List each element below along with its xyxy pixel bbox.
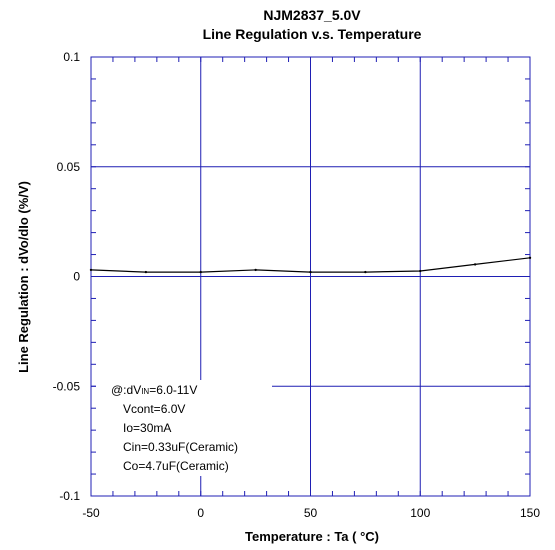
y-tick-label: 0.1: [63, 50, 80, 64]
annotation-line-1-prefix: @:dV: [111, 383, 141, 397]
plot-frame: [90, 56, 531, 497]
x-axis-label-unit: °C): [360, 529, 379, 544]
annotation-line-2: Vcont=6.0V: [123, 402, 185, 416]
annotation-line-1: @:dVIN=6.0-11V: [111, 383, 197, 397]
x-tick-label: 50: [304, 506, 318, 520]
y-tick-label: 0.05: [57, 160, 81, 174]
x-tick-label: -50: [82, 506, 100, 520]
annotation-line-4: Cin=0.33uF(Ceramic): [123, 440, 238, 454]
y-tick-label: -0.1: [59, 489, 80, 503]
annotation-background: [96, 380, 272, 476]
y-tick-label: 0: [73, 270, 80, 284]
data-point: [473, 263, 477, 266]
annotation-line-3: Io=30mA: [123, 421, 171, 435]
minor-ticks: [90, 56, 531, 497]
x-tick-label: 0: [197, 506, 204, 520]
data-point: [89, 268, 93, 272]
y-tick-labels: 0.1 0.05 0 -0.05 -0.1: [53, 50, 81, 503]
data-point: [309, 270, 312, 274]
annotation-line-1-sub: IN: [141, 387, 149, 396]
x-axis-label: Temperature : Ta ( °C): [245, 529, 379, 544]
annotation-box: @:dVIN=6.0-11V Vcont=6.0V Io=30mA Cin=0.…: [111, 383, 238, 473]
chart-subtitle: Line Regulation v.s. Temperature: [203, 26, 422, 42]
data-point: [254, 268, 257, 272]
x-axis-label-main: Temperature : Ta (: [245, 529, 360, 544]
x-tick-labels: -50 0 50 100 150: [82, 506, 540, 520]
data-points: [89, 256, 532, 274]
y-axis-label: Line Regulation : dVo/dIo (%/V): [16, 181, 31, 373]
data-point: [528, 256, 532, 260]
data-point: [419, 269, 422, 273]
x-tick-label: 100: [410, 506, 430, 520]
data-point: [144, 270, 148, 274]
data-point: [199, 270, 202, 274]
x-tick-label: 150: [520, 506, 540, 520]
chart-title: NJM2837_5.0V: [263, 7, 361, 23]
data-point: [364, 270, 367, 274]
y-tick-label: -0.05: [53, 379, 81, 393]
annotation-line-1-suffix: =6.0-11V: [149, 383, 197, 397]
annotation-line-5: Co=4.7uF(Ceramic): [123, 459, 229, 473]
